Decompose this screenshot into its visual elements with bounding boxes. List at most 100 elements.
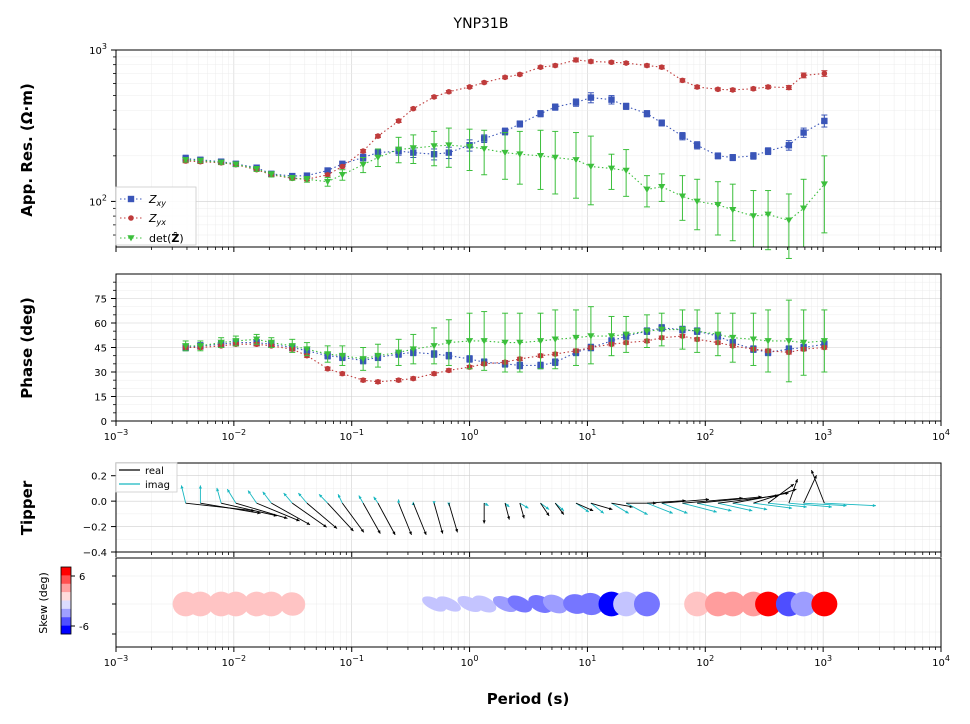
data-point-det (551, 154, 559, 161)
skew-ellipse (755, 591, 782, 617)
data-point-det (551, 336, 559, 343)
x-tick-exponent: 4 (945, 428, 950, 437)
real-arrow-head (350, 527, 354, 532)
imag-arrow-head (262, 491, 266, 496)
data-point-zxy (800, 129, 807, 136)
imag-arrow-head (644, 511, 648, 515)
data-point-zyx (466, 84, 473, 90)
legend-subscript: yx (156, 218, 167, 227)
colorbar-segment (61, 575, 71, 585)
real-arrow (448, 503, 458, 533)
data-point-det (409, 145, 417, 152)
real-arrow-head (296, 518, 300, 522)
x-tick-exponent: −3 (116, 654, 128, 663)
imag-arrow-head (803, 505, 807, 509)
colorbar-segment (61, 625, 71, 635)
phase-axis-label: Phase (deg) (18, 297, 36, 398)
data-point-det (729, 207, 737, 214)
data-point-det (693, 198, 701, 205)
data-point-det (445, 339, 453, 346)
data-point-det (359, 356, 367, 363)
x-tick-label: 100 (461, 428, 479, 443)
data-point-det (501, 149, 509, 157)
data-point-det (572, 334, 580, 342)
imag-arrow (611, 502, 629, 514)
x-tick-label: 102 (696, 428, 714, 443)
data-point-zyx (679, 77, 686, 84)
imag-arrow-head (283, 492, 287, 497)
data-point-det (678, 193, 687, 200)
data-point-det (587, 333, 595, 340)
data-point-zxy (303, 172, 311, 179)
real-arrow-head (790, 484, 794, 488)
real-arrow-head (705, 497, 710, 502)
data-point-det (395, 349, 403, 356)
real-arrow-head (333, 525, 338, 529)
data-point-det (714, 201, 722, 209)
imag-arrow-head (763, 507, 768, 511)
data-point-det (749, 336, 757, 343)
legend-marker (127, 235, 135, 242)
x-tick-exponent: −2 (234, 428, 246, 437)
plot-frame (115, 462, 942, 553)
imag-arrow (824, 502, 876, 507)
skew-ellipse (684, 591, 711, 617)
real-arrow-head (284, 515, 288, 520)
data-point-zxy (324, 167, 331, 174)
x-tick-label: 101 (579, 654, 597, 669)
real-arrow-head (455, 528, 459, 533)
real-arrow (412, 502, 427, 536)
x-tick-exponent: 0 (473, 654, 478, 663)
imag-arrow-head (180, 485, 184, 489)
real-arrow (661, 498, 710, 504)
real-arrow-head (794, 479, 798, 483)
x-tick-label: 10−3 (104, 654, 129, 669)
data-point-det (267, 339, 275, 346)
data-point-det (658, 326, 666, 333)
data-point-zxy (587, 94, 595, 101)
imag-arrow-head (843, 503, 847, 508)
real-arrow-head (521, 514, 525, 519)
data-point-zxy (608, 96, 615, 103)
x-tick-label: 100 (461, 654, 479, 669)
real-arrow (646, 500, 686, 504)
data-point-zyx (573, 57, 579, 63)
data-point-zxy (643, 110, 651, 117)
skew-ellipse (222, 591, 249, 617)
colorbar-segment (61, 592, 71, 601)
real-arrow (256, 502, 300, 522)
x-tick-label: 10−1 (339, 654, 364, 669)
colorbar-segment (61, 600, 71, 610)
data-point-zxy (714, 152, 722, 160)
data-point-det (303, 346, 311, 353)
y-tick-label: 102 (89, 193, 107, 208)
data-point-det (820, 338, 828, 345)
legend-label: imag (145, 480, 170, 491)
data-point-det (217, 339, 225, 346)
legend-label: det(Ẑ) (149, 232, 184, 245)
skew-ellipse (472, 595, 497, 613)
real-arrow-head (507, 516, 511, 520)
data-point-zyx (786, 84, 792, 91)
x-tick-exponent: 2 (709, 654, 714, 663)
real-arrow (811, 469, 825, 504)
data-point-det (430, 343, 438, 350)
data-point-zyx (552, 62, 559, 69)
imag-arrow (661, 502, 688, 514)
data-point-det (764, 211, 772, 218)
y-tick-label: 0.0 (91, 497, 107, 508)
data-point-det (501, 339, 509, 346)
data-point-zxy (750, 152, 757, 160)
data-point-det (409, 346, 417, 353)
legend-close: ) (179, 232, 183, 245)
imag-arrow-head (484, 502, 489, 506)
data-point-det (324, 178, 332, 186)
real-arrow (433, 503, 444, 534)
real-arrow (377, 502, 396, 536)
real-arrow-head (408, 531, 412, 535)
real-arrow (697, 496, 762, 504)
x-tick-exponent: 1 (591, 654, 596, 663)
data-point-zxy (552, 103, 559, 111)
